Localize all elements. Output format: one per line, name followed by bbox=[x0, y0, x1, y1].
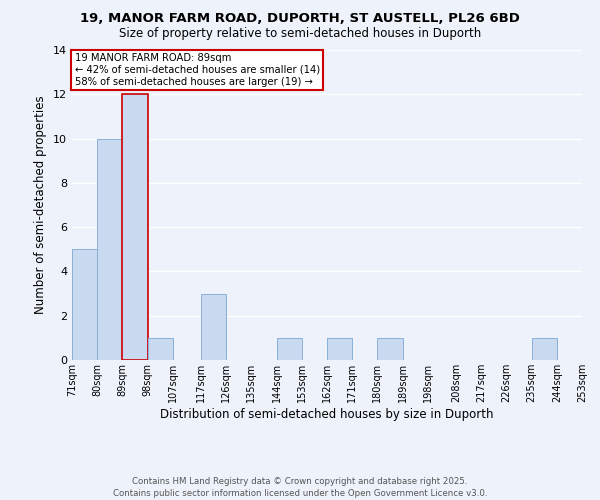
Bar bbox=[122, 94, 148, 360]
Text: 19 MANOR FARM ROAD: 89sqm
← 42% of semi-detached houses are smaller (14)
58% of : 19 MANOR FARM ROAD: 89sqm ← 42% of semi-… bbox=[75, 54, 320, 86]
Bar bbox=[327, 338, 352, 360]
Bar bbox=[97, 138, 122, 360]
Bar bbox=[377, 338, 403, 360]
X-axis label: Distribution of semi-detached houses by size in Duporth: Distribution of semi-detached houses by … bbox=[160, 408, 494, 420]
Bar bbox=[72, 250, 97, 360]
Bar bbox=[148, 338, 173, 360]
Bar bbox=[532, 338, 557, 360]
Bar bbox=[201, 294, 226, 360]
Text: 19, MANOR FARM ROAD, DUPORTH, ST AUSTELL, PL26 6BD: 19, MANOR FARM ROAD, DUPORTH, ST AUSTELL… bbox=[80, 12, 520, 26]
Text: Size of property relative to semi-detached houses in Duporth: Size of property relative to semi-detach… bbox=[119, 28, 481, 40]
Y-axis label: Number of semi-detached properties: Number of semi-detached properties bbox=[34, 96, 47, 314]
Bar bbox=[277, 338, 302, 360]
Text: Contains HM Land Registry data © Crown copyright and database right 2025.
Contai: Contains HM Land Registry data © Crown c… bbox=[113, 476, 487, 498]
